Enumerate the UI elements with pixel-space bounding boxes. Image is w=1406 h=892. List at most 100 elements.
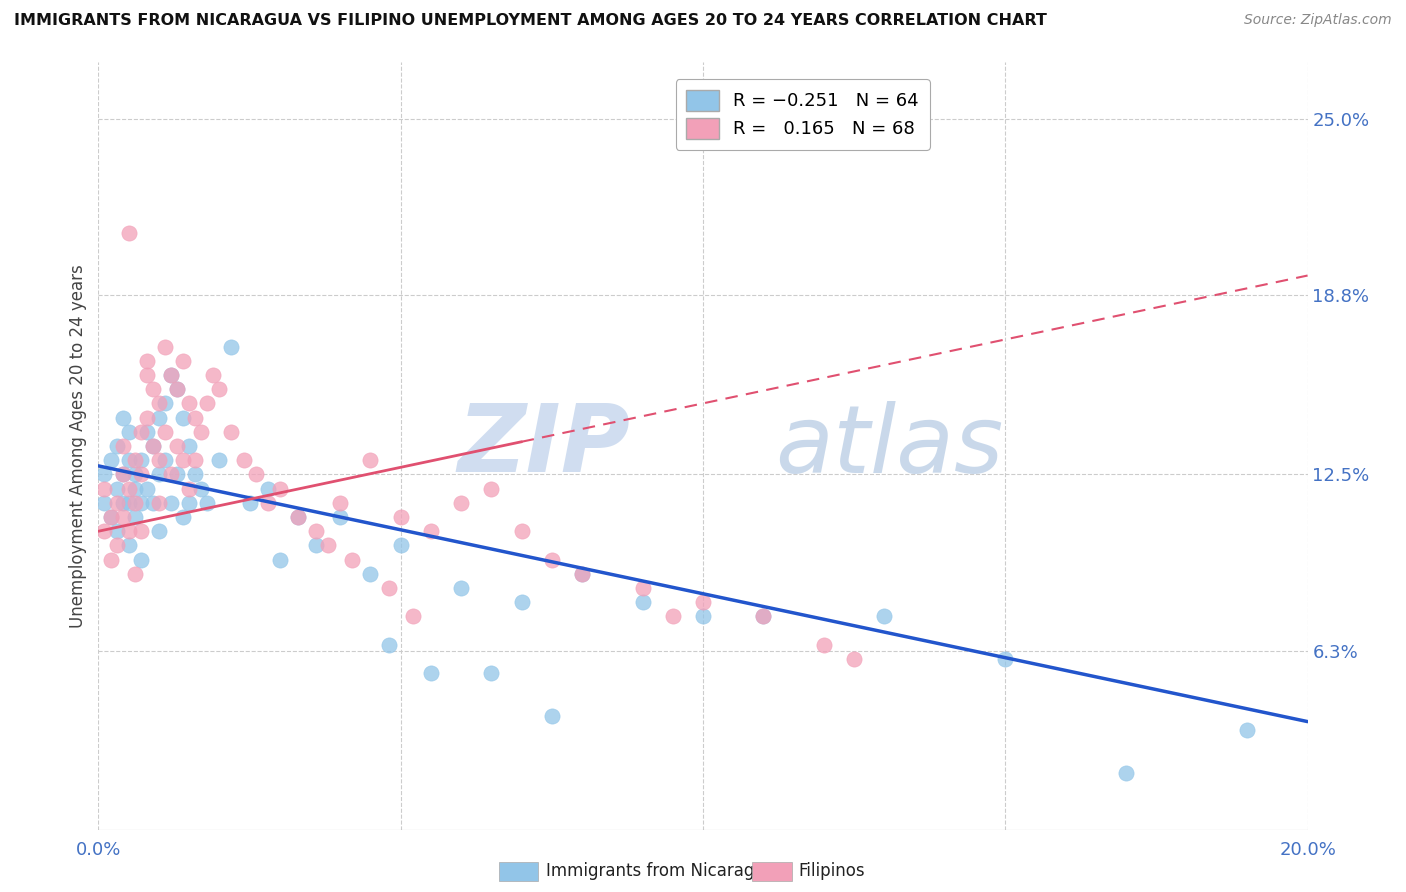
- Point: [124, 496, 146, 510]
- Point: [360, 566, 382, 581]
- Point: [571, 566, 593, 581]
- Point: [118, 496, 141, 510]
- Point: [105, 524, 128, 539]
- Point: [389, 538, 412, 552]
- Point: [813, 638, 835, 652]
- Point: [118, 482, 141, 496]
- Point: [93, 496, 115, 510]
- Point: [148, 410, 170, 425]
- Point: [148, 467, 170, 482]
- Point: [221, 340, 243, 354]
- Point: [135, 410, 157, 425]
- Point: [377, 581, 399, 595]
- Point: [450, 496, 472, 510]
- Point: [540, 709, 562, 723]
- Point: [844, 652, 866, 666]
- Point: [305, 524, 328, 539]
- Point: [752, 609, 775, 624]
- Point: [142, 382, 165, 396]
- Point: [184, 410, 207, 425]
- Point: [1236, 723, 1258, 738]
- Point: [190, 425, 212, 439]
- Point: [93, 467, 115, 482]
- Point: [100, 510, 122, 524]
- Point: [360, 453, 382, 467]
- Point: [269, 482, 291, 496]
- Point: [105, 439, 128, 453]
- Point: [245, 467, 267, 482]
- Point: [148, 524, 170, 539]
- Point: [420, 524, 443, 539]
- Point: [994, 652, 1017, 666]
- Point: [148, 396, 170, 410]
- Point: [1115, 765, 1137, 780]
- Point: [329, 496, 352, 510]
- Point: [129, 467, 152, 482]
- Text: Immigrants from Nicaragua: Immigrants from Nicaragua: [546, 863, 775, 880]
- Point: [316, 538, 339, 552]
- Point: [172, 353, 194, 368]
- Point: [305, 538, 328, 552]
- Point: [160, 368, 183, 382]
- Point: [160, 467, 183, 482]
- Point: [287, 510, 309, 524]
- Point: [631, 595, 654, 609]
- Point: [195, 396, 218, 410]
- Point: [450, 581, 472, 595]
- Point: [148, 496, 170, 510]
- Point: [256, 482, 278, 496]
- Point: [269, 552, 291, 566]
- Point: [118, 425, 141, 439]
- Point: [202, 368, 225, 382]
- Point: [481, 482, 503, 496]
- Point: [111, 467, 134, 482]
- Point: [118, 226, 141, 240]
- Text: IMMIGRANTS FROM NICARAGUA VS FILIPINO UNEMPLOYMENT AMONG AGES 20 TO 24 YEARS COR: IMMIGRANTS FROM NICARAGUA VS FILIPINO UN…: [14, 13, 1047, 29]
- Point: [124, 453, 146, 467]
- Point: [93, 482, 115, 496]
- Point: [135, 425, 157, 439]
- Point: [166, 382, 188, 396]
- Point: [377, 638, 399, 652]
- Point: [184, 453, 207, 467]
- Point: [124, 467, 146, 482]
- Point: [166, 382, 188, 396]
- Point: [129, 425, 152, 439]
- Point: [329, 510, 352, 524]
- Point: [148, 453, 170, 467]
- Point: [135, 353, 157, 368]
- Point: [111, 439, 134, 453]
- Legend: R = −0.251   N = 64, R =   0.165   N = 68: R = −0.251 N = 64, R = 0.165 N = 68: [675, 79, 929, 150]
- Point: [100, 453, 122, 467]
- Text: ZIP: ZIP: [457, 400, 630, 492]
- Point: [208, 453, 231, 467]
- Point: [342, 552, 364, 566]
- Point: [153, 340, 176, 354]
- Point: [118, 538, 141, 552]
- Point: [232, 453, 254, 467]
- Point: [208, 382, 231, 396]
- Point: [129, 552, 152, 566]
- Point: [93, 524, 115, 539]
- Point: [129, 453, 152, 467]
- Point: [195, 496, 218, 510]
- Point: [160, 368, 183, 382]
- Point: [510, 595, 533, 609]
- Point: [153, 396, 176, 410]
- Point: [160, 496, 183, 510]
- Point: [190, 482, 212, 496]
- Point: [142, 439, 165, 453]
- Point: [239, 496, 262, 510]
- Point: [153, 453, 176, 467]
- Point: [105, 496, 128, 510]
- Point: [105, 538, 128, 552]
- Point: [179, 496, 201, 510]
- Point: [184, 467, 207, 482]
- Point: [179, 482, 201, 496]
- Point: [118, 453, 141, 467]
- Point: [100, 510, 122, 524]
- Point: [221, 425, 243, 439]
- Y-axis label: Unemployment Among Ages 20 to 24 years: Unemployment Among Ages 20 to 24 years: [69, 264, 87, 628]
- Point: [111, 410, 134, 425]
- Point: [631, 581, 654, 595]
